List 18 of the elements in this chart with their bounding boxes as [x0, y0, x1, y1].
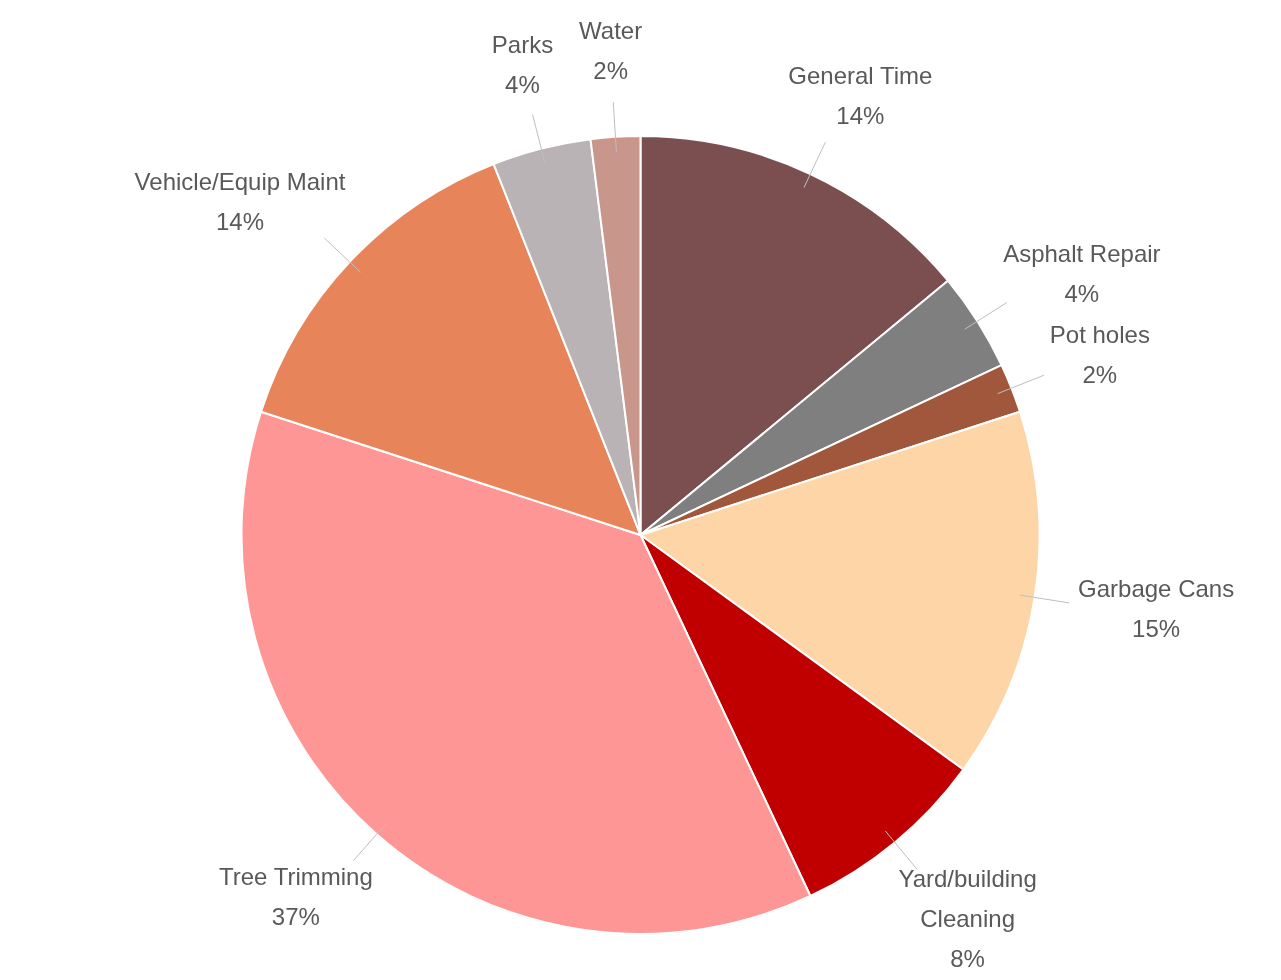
slice-label: Parks — [491, 30, 554, 58]
data-label: 2% — [593, 56, 628, 84]
slice-label: Vehicle/Equip Maint — [134, 168, 346, 196]
slice-label: Water — [579, 16, 643, 44]
slice-label: Tree Trimming — [218, 862, 373, 890]
data-label: 37% — [271, 902, 320, 930]
data-label: 4% — [505, 70, 540, 98]
data-label: 4% — [1064, 280, 1100, 308]
slice-label: Yard/building Cleaning — [898, 864, 1037, 932]
slice-label: Pot holes — [1049, 321, 1150, 349]
data-label: 14% — [215, 208, 265, 236]
data-label: 2% — [1082, 361, 1118, 389]
data-label: 15% — [1132, 615, 1181, 643]
slice-label: General Time — [788, 61, 933, 89]
slice-label: Asphalt Repair — [1003, 240, 1161, 268]
slice-label: Garbage Cans — [1078, 575, 1235, 603]
data-label: 8% — [950, 944, 985, 972]
data-label: 14% — [836, 101, 885, 129]
